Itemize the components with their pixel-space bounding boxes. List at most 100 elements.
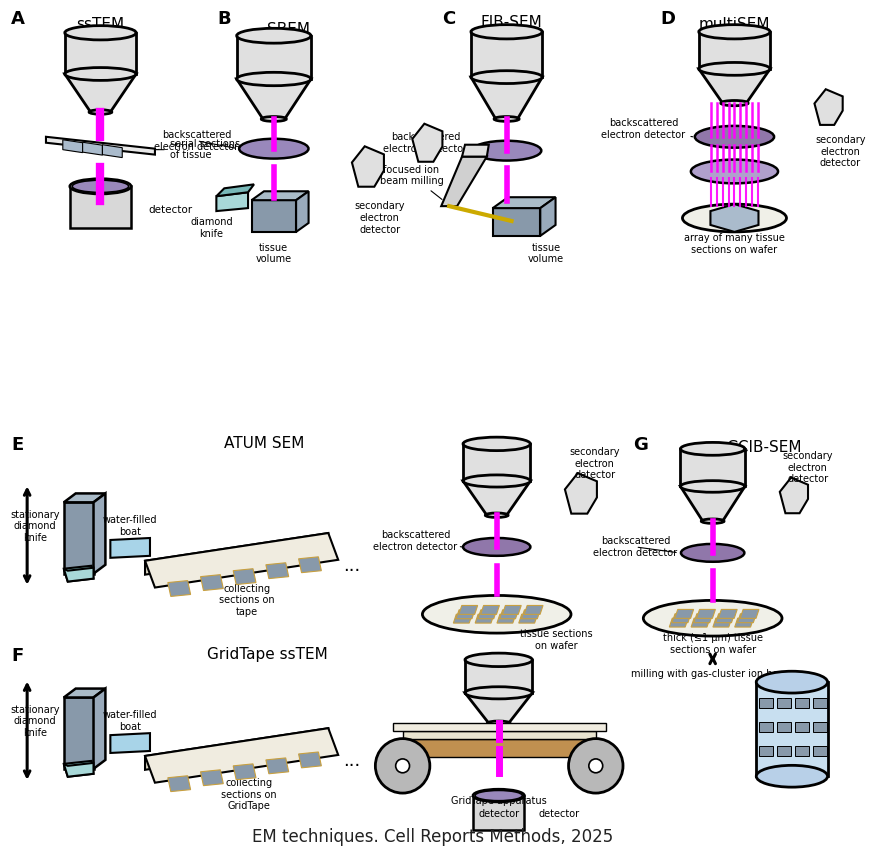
Polygon shape <box>680 448 744 486</box>
Ellipse shape <box>690 160 777 183</box>
Ellipse shape <box>72 181 129 193</box>
Polygon shape <box>698 32 769 69</box>
Ellipse shape <box>236 73 310 86</box>
Polygon shape <box>474 614 494 623</box>
Polygon shape <box>464 693 532 723</box>
Polygon shape <box>145 728 338 783</box>
Ellipse shape <box>422 595 570 633</box>
Polygon shape <box>168 776 190 791</box>
Text: serial sections
of tissue: serial sections of tissue <box>155 139 240 161</box>
Polygon shape <box>70 187 131 228</box>
Polygon shape <box>470 77 541 119</box>
Polygon shape <box>145 533 328 575</box>
Polygon shape <box>698 69 769 103</box>
Polygon shape <box>168 581 190 596</box>
Text: focused ion
beam milling: focused ion beam milling <box>379 165 443 200</box>
Polygon shape <box>759 722 773 732</box>
Polygon shape <box>63 140 83 153</box>
Polygon shape <box>710 204 758 232</box>
Ellipse shape <box>755 671 826 693</box>
Ellipse shape <box>694 126 773 148</box>
Polygon shape <box>473 796 524 830</box>
Ellipse shape <box>464 653 532 667</box>
Ellipse shape <box>567 739 622 793</box>
Text: backscattered
electron detector: backscattered electron detector <box>593 537 677 558</box>
Polygon shape <box>690 618 709 627</box>
Ellipse shape <box>698 25 769 39</box>
Text: EM techniques. Cell Reports Methods, 2025: EM techniques. Cell Reports Methods, 202… <box>251 828 613 846</box>
Polygon shape <box>83 143 103 156</box>
Text: GridTape apparatus: GridTape apparatus <box>450 796 546 805</box>
Ellipse shape <box>474 791 521 801</box>
Text: backscattered
electron detector: backscattered electron detector <box>600 118 692 140</box>
Ellipse shape <box>462 475 530 487</box>
Ellipse shape <box>375 739 429 793</box>
Text: array of many tissue
sections on wafer: array of many tissue sections on wafer <box>683 233 784 255</box>
Ellipse shape <box>462 538 530 556</box>
Polygon shape <box>776 722 790 732</box>
Text: backscattered
electron detector: backscattered electron detector <box>373 530 461 552</box>
Polygon shape <box>200 575 223 590</box>
Polygon shape <box>216 193 248 211</box>
Polygon shape <box>680 486 744 521</box>
Polygon shape <box>755 683 826 776</box>
Polygon shape <box>521 610 540 619</box>
Polygon shape <box>477 610 496 619</box>
Ellipse shape <box>473 789 524 802</box>
Text: secondary
electron
detector: secondary electron detector <box>814 135 865 168</box>
Ellipse shape <box>680 442 744 455</box>
Polygon shape <box>251 191 308 200</box>
Text: thick (≤1 µm) tissue
sections on wafer: thick (≤1 µm) tissue sections on wafer <box>662 633 762 655</box>
Text: secondary
electron
detector: secondary electron detector <box>355 201 405 235</box>
Ellipse shape <box>471 141 541 161</box>
Polygon shape <box>779 478 807 513</box>
Text: G: G <box>633 436 647 454</box>
Text: ...: ... <box>342 752 360 770</box>
Ellipse shape <box>680 544 744 562</box>
Polygon shape <box>464 660 532 693</box>
Polygon shape <box>441 156 487 206</box>
Polygon shape <box>63 697 93 769</box>
Text: SBEM: SBEM <box>267 22 310 37</box>
Polygon shape <box>103 144 123 157</box>
Text: GridTape ssTEM: GridTape ssTEM <box>206 647 327 663</box>
Polygon shape <box>63 763 93 777</box>
Polygon shape <box>696 609 714 619</box>
Ellipse shape <box>470 71 541 84</box>
Text: tissue
volume: tissue volume <box>255 243 291 264</box>
Ellipse shape <box>588 759 602 772</box>
Polygon shape <box>93 689 105 769</box>
Ellipse shape <box>236 29 310 43</box>
Ellipse shape <box>681 204 786 232</box>
Polygon shape <box>200 770 223 785</box>
Polygon shape <box>266 758 289 774</box>
Text: diamond
knife: diamond knife <box>189 217 232 238</box>
Polygon shape <box>145 728 328 770</box>
Polygon shape <box>759 746 773 756</box>
Polygon shape <box>776 698 790 708</box>
Polygon shape <box>251 200 295 232</box>
Text: backscattered
electron detector: backscattered electron detector <box>155 130 238 151</box>
Polygon shape <box>63 568 93 581</box>
Polygon shape <box>352 146 383 187</box>
Text: milling with gas-cluster ion beam: milling with gas-cluster ion beam <box>630 669 793 679</box>
Polygon shape <box>236 79 310 119</box>
Text: detector: detector <box>478 810 519 819</box>
Ellipse shape <box>464 687 532 699</box>
Text: tissue
volume: tissue volume <box>527 243 564 264</box>
Text: B: B <box>217 10 230 28</box>
Polygon shape <box>298 556 321 573</box>
Polygon shape <box>794 746 808 756</box>
Polygon shape <box>740 609 758 619</box>
Text: stationary
diamond
knife: stationary diamond knife <box>10 705 60 738</box>
Polygon shape <box>63 761 93 777</box>
Text: secondary
electron
detector: secondary electron detector <box>781 451 832 484</box>
Polygon shape <box>266 562 289 579</box>
Text: collecting
sections on
GridTape: collecting sections on GridTape <box>221 778 276 811</box>
Text: water-filled
boat: water-filled boat <box>103 515 157 537</box>
Ellipse shape <box>261 117 286 121</box>
Text: secondary
electron
detector: secondary electron detector <box>569 447 620 480</box>
Ellipse shape <box>755 766 826 787</box>
Polygon shape <box>46 137 155 155</box>
Ellipse shape <box>64 67 136 80</box>
